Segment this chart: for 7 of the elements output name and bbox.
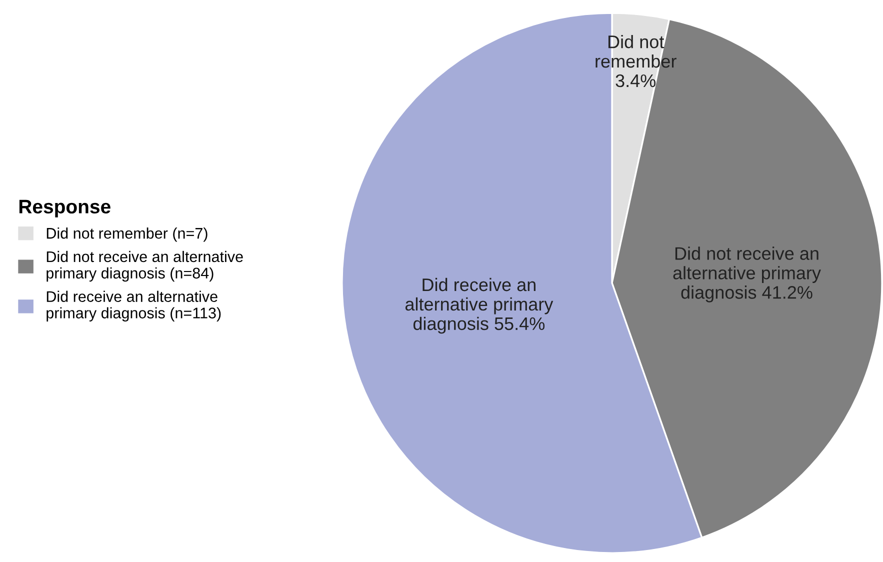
legend-label: Did not receive an alternative primary diagnosis (n=84)	[46, 250, 243, 282]
legend-label: Did not remember (n=7)	[46, 228, 208, 242]
data-label: Did not remember 3.4%	[596, 35, 676, 88]
data-label: Did not receive an alternative primary diagnosis 41.2%	[673, 246, 821, 302]
legend-title: Response	[19, 200, 110, 218]
legend-label: Did receive an alternative primary diagnosis (n=113)	[46, 290, 221, 322]
data-label: Did receive an alternative primary diagnosis 55.4%	[405, 278, 554, 334]
